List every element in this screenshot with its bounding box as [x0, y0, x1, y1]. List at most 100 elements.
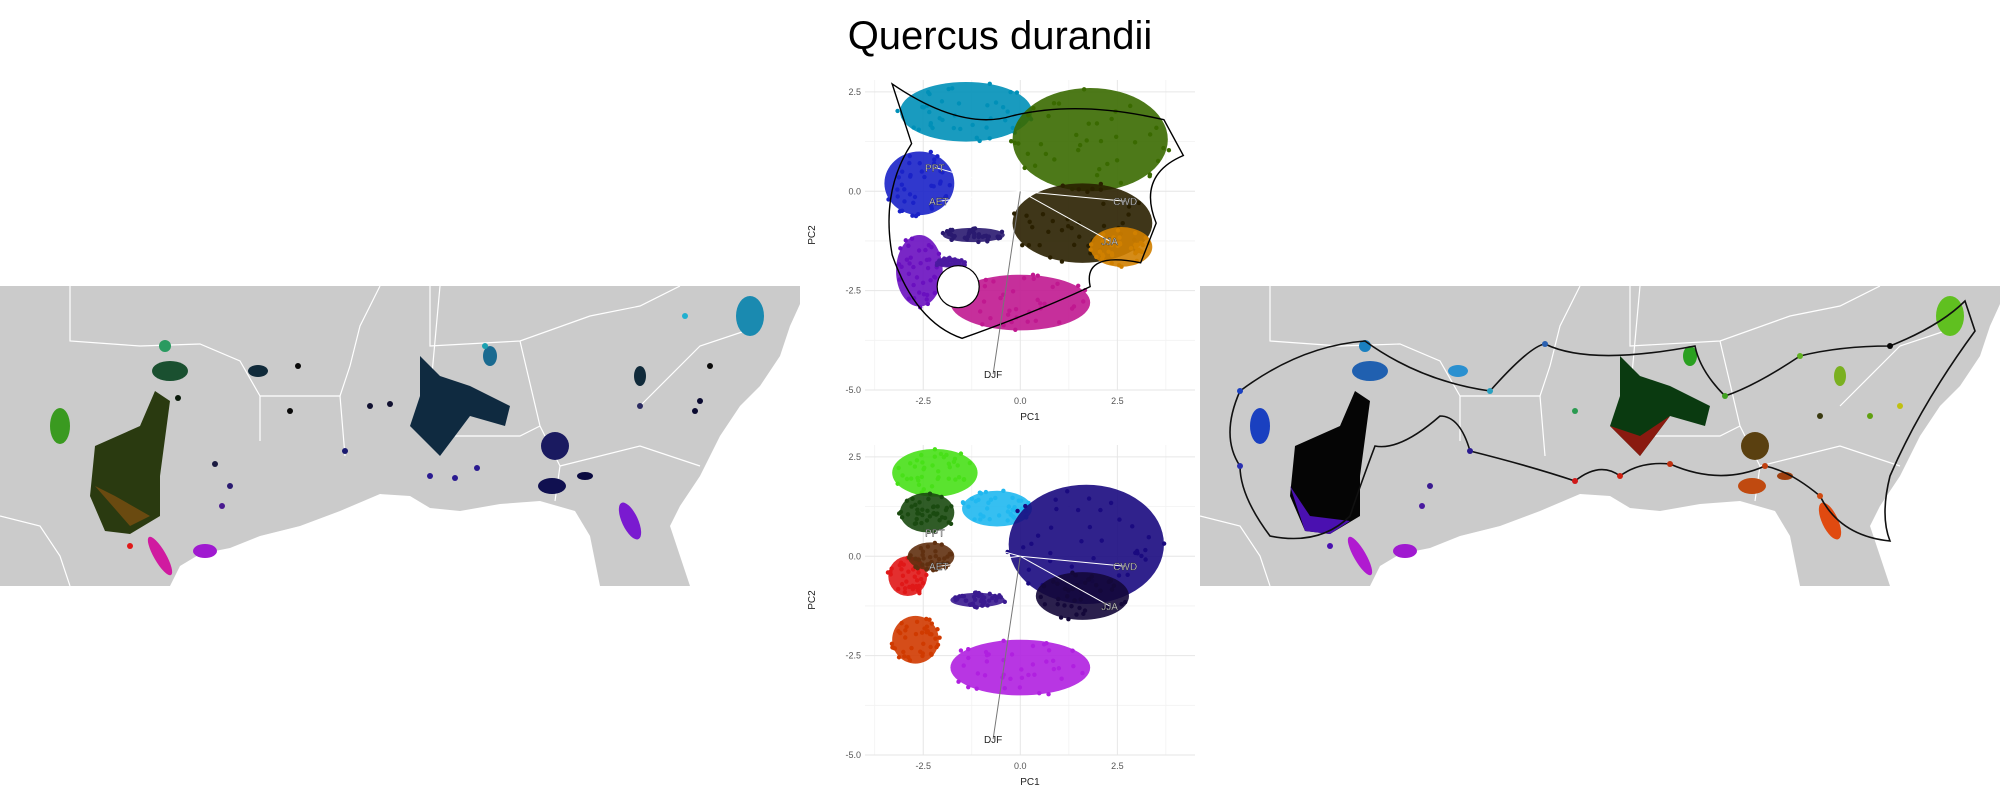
data-point	[1086, 496, 1092, 501]
data-point	[1100, 239, 1105, 244]
data-point	[956, 101, 962, 106]
data-point	[935, 627, 940, 632]
data-point	[924, 629, 929, 635]
data-point	[961, 500, 966, 506]
data-point	[997, 593, 1002, 598]
data-point	[1130, 524, 1135, 529]
data-point	[951, 125, 957, 131]
data-point	[942, 556, 947, 561]
data-point	[908, 461, 913, 466]
data-point	[1019, 667, 1024, 672]
data-point	[976, 239, 981, 245]
y-tick-label: 2.5	[848, 87, 861, 97]
data-point	[899, 581, 905, 587]
data-point	[1081, 299, 1086, 304]
range-dots	[1237, 341, 1903, 549]
data-point	[933, 549, 938, 554]
data-point	[913, 631, 919, 637]
loading-line	[1020, 190, 1126, 202]
data-point	[1054, 506, 1059, 512]
range-patches	[1250, 296, 1964, 576]
data-point	[1048, 525, 1054, 530]
data-point	[1113, 134, 1119, 140]
data-point	[896, 465, 901, 471]
data-point	[1059, 227, 1065, 233]
data-point	[1038, 594, 1043, 600]
data-point	[1038, 141, 1044, 147]
x-tick-label: 0.0	[1014, 396, 1027, 406]
data-point	[1070, 648, 1075, 653]
data-point	[1030, 224, 1035, 230]
loading-line	[1020, 555, 1126, 567]
hull-outline	[888, 82, 1185, 340]
data-point	[1038, 301, 1043, 306]
loading-line	[1020, 190, 1110, 242]
data-point	[955, 596, 960, 601]
data-point	[1065, 489, 1070, 494]
data-point	[1074, 612, 1079, 617]
loading-label: JJA	[1101, 602, 1118, 613]
data-point	[1122, 599, 1128, 605]
data-point	[1041, 583, 1047, 589]
data-point	[921, 641, 926, 646]
data-point	[1098, 588, 1103, 593]
loading-line	[992, 556, 1021, 740]
data-point	[916, 248, 922, 253]
data-point	[942, 515, 948, 521]
data-point	[924, 567, 929, 572]
data-point	[977, 138, 982, 144]
data-point	[1082, 608, 1088, 613]
data-point	[932, 275, 938, 280]
data-point	[927, 109, 932, 115]
data-point	[961, 663, 966, 668]
data-point	[1012, 140, 1018, 145]
data-point	[958, 126, 963, 132]
data-point	[1078, 597, 1084, 602]
data-point	[1094, 254, 1099, 260]
data-point	[928, 149, 934, 155]
data-point	[927, 631, 933, 637]
data-point	[902, 199, 907, 204]
data-point	[927, 491, 933, 496]
data-point	[1062, 603, 1067, 608]
data-point	[966, 655, 971, 661]
data-point	[906, 243, 911, 248]
data-point	[1155, 158, 1161, 164]
map-land	[1200, 286, 2000, 586]
data-point	[933, 553, 938, 559]
data-point	[1050, 284, 1055, 290]
data-point	[929, 652, 934, 657]
data-point	[1136, 200, 1142, 206]
data-point	[1051, 579, 1056, 584]
loading-line	[1020, 555, 1110, 607]
data-point	[919, 474, 924, 480]
data-point	[1042, 301, 1047, 307]
data-point	[919, 169, 925, 174]
data-point	[1005, 312, 1011, 317]
data-point	[1043, 151, 1049, 157]
data-point	[949, 237, 954, 243]
data-point	[940, 561, 946, 566]
data-point	[920, 552, 925, 558]
data-point	[969, 496, 975, 501]
data-point	[1000, 104, 1006, 110]
data-point	[907, 160, 912, 166]
data-point	[1026, 581, 1031, 586]
data-point	[933, 567, 939, 572]
x-tick-label: -2.5	[915, 396, 931, 406]
data-point	[1140, 242, 1146, 248]
data-point	[1026, 567, 1032, 572]
y-axis-label: PC2	[807, 225, 818, 245]
data-point	[988, 315, 993, 321]
data-point	[1051, 666, 1057, 672]
data-point	[1020, 243, 1025, 248]
data-point	[1012, 211, 1017, 216]
y-tick-label: 0.0	[848, 186, 861, 196]
data-point	[1161, 541, 1167, 546]
data-point	[902, 589, 908, 595]
point-cluster	[906, 540, 955, 573]
loading-label: CWD	[1113, 562, 1137, 573]
data-point	[1072, 598, 1077, 603]
data-point	[1114, 158, 1120, 163]
data-point	[1003, 118, 1008, 123]
